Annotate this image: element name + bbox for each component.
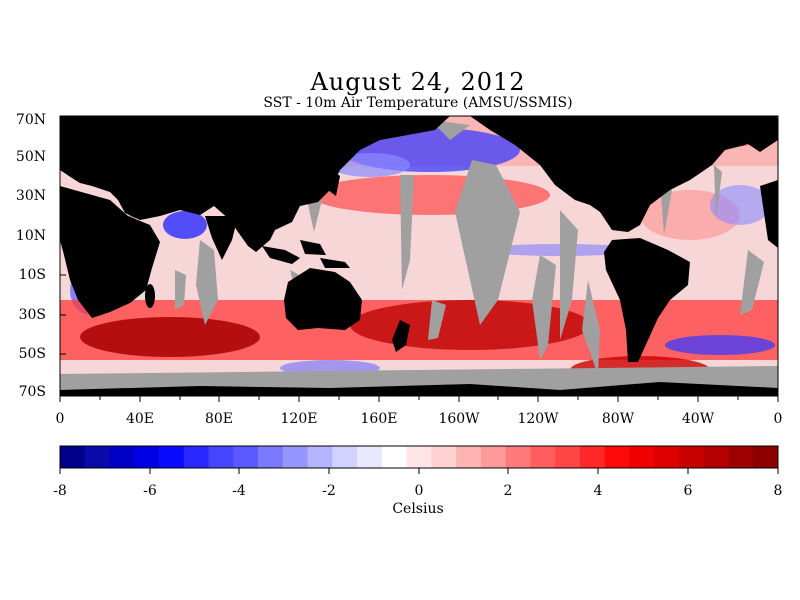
colorbar-swatch bbox=[678, 446, 705, 468]
arabian-sea-cool-anomaly bbox=[163, 211, 207, 239]
colorbar-swatch bbox=[307, 446, 333, 468]
colorbar-swatch bbox=[530, 446, 556, 468]
colorbar-swatch bbox=[109, 446, 135, 468]
colorbar-swatch bbox=[134, 446, 160, 468]
indonesia-landmass bbox=[262, 246, 300, 264]
colorbar-swatch bbox=[604, 446, 630, 468]
new-guinea-landmass bbox=[320, 258, 350, 268]
colorbar-swatch bbox=[381, 446, 408, 468]
map-subtitle: SST - 10m Air Temperature (AMSU/SSMIS) bbox=[263, 95, 573, 111]
colorbar-swatch bbox=[579, 446, 606, 468]
south-atlantic-cool-anomaly bbox=[665, 335, 775, 355]
colorbar-swatch bbox=[753, 446, 779, 468]
lat-label-70s: 70S bbox=[18, 384, 46, 400]
colorbar-swatch bbox=[357, 446, 383, 468]
lon-label-0-east: 0 bbox=[773, 411, 783, 427]
lat-label-10n: 10N bbox=[15, 228, 46, 244]
colorbar-label-4: 4 bbox=[593, 483, 603, 499]
south-america-landmass bbox=[604, 238, 690, 362]
colorbar-swatch bbox=[282, 446, 309, 468]
lon-label-120w: 120W bbox=[517, 411, 559, 427]
colorbar-swatch bbox=[332, 446, 358, 468]
latitude-ticks bbox=[60, 119, 66, 393]
colorbar-swatch bbox=[555, 446, 581, 468]
colorbar-label-0: 0 bbox=[414, 483, 424, 499]
lon-label-80e: 80E bbox=[204, 411, 234, 427]
west-africa-landmass-wrap bbox=[760, 180, 778, 248]
eurasia-landmass bbox=[60, 116, 450, 252]
colorbar-swatch bbox=[159, 446, 185, 468]
colorbar-label-neg6: -6 bbox=[143, 483, 157, 499]
madagascar-landmass bbox=[145, 284, 155, 308]
map-title: August 24, 2012 bbox=[310, 68, 526, 96]
longitude-ticks bbox=[59, 396, 779, 402]
india-landmass bbox=[205, 216, 238, 260]
lat-label-50n: 50N bbox=[15, 149, 46, 165]
lon-label-0-west: 0 bbox=[55, 411, 65, 427]
lon-label-160e: 160E bbox=[360, 411, 398, 427]
colorbar-swatch bbox=[431, 446, 457, 468]
south-indian-strong-warm-anomaly bbox=[80, 317, 260, 357]
colorbar bbox=[60, 446, 779, 468]
new-zealand-landmass bbox=[392, 320, 410, 352]
lat-label-30s: 30S bbox=[18, 307, 46, 323]
colorbar-swatch bbox=[654, 446, 680, 468]
lon-label-40w: 40W bbox=[681, 411, 715, 427]
lon-label-120e: 120E bbox=[280, 411, 318, 427]
lat-label-70n: 70N bbox=[15, 112, 46, 128]
colorbar-label-neg2: -2 bbox=[322, 483, 336, 499]
colorbar-ticks bbox=[59, 468, 779, 474]
colorbar-swatch bbox=[60, 446, 86, 468]
colorbar-label-2: 2 bbox=[503, 483, 513, 499]
colorbar-swatch bbox=[703, 446, 729, 468]
colorbar-swatch bbox=[208, 446, 234, 468]
lat-label-30n: 30N bbox=[15, 188, 46, 204]
colorbar-units: Celsius bbox=[392, 501, 444, 517]
greenland-landmass bbox=[735, 118, 778, 152]
lat-label-50s: 50S bbox=[18, 346, 46, 362]
colorbar-swatch bbox=[728, 446, 754, 468]
landmass-group bbox=[60, 116, 778, 396]
colorbar-swatch bbox=[629, 446, 655, 468]
south-pacific-strong-warm-anomaly bbox=[350, 300, 590, 350]
lat-label-10s: 10S bbox=[18, 267, 46, 283]
colorbar-swatch bbox=[406, 446, 432, 468]
colorbar-label-neg8: -8 bbox=[53, 483, 67, 499]
colorbar-swatch bbox=[505, 446, 531, 468]
colorbar-swatch bbox=[183, 446, 210, 468]
lon-label-40e: 40E bbox=[125, 411, 155, 427]
colorbar-label-6: 6 bbox=[683, 483, 693, 499]
australia-landmass bbox=[284, 268, 362, 330]
colorbar-swatch bbox=[480, 446, 507, 468]
antarctica-landmass bbox=[60, 382, 778, 396]
colorbar-label-8: 8 bbox=[773, 483, 783, 499]
colorbar-label-neg4: -4 bbox=[232, 483, 246, 499]
lon-label-80w: 80W bbox=[601, 411, 635, 427]
borneo-landmass bbox=[300, 240, 326, 255]
north-atlantic-cool-anomaly bbox=[710, 185, 770, 225]
lon-label-160w: 160W bbox=[438, 411, 480, 427]
north-america-landmass bbox=[470, 116, 778, 232]
colorbar-swatch bbox=[258, 446, 284, 468]
africa-landmass bbox=[60, 186, 160, 318]
colorbar-swatch bbox=[456, 446, 482, 468]
colorbar-swatch bbox=[233, 446, 259, 468]
colorbar-swatch bbox=[84, 446, 111, 468]
japan-landmass bbox=[328, 170, 340, 196]
